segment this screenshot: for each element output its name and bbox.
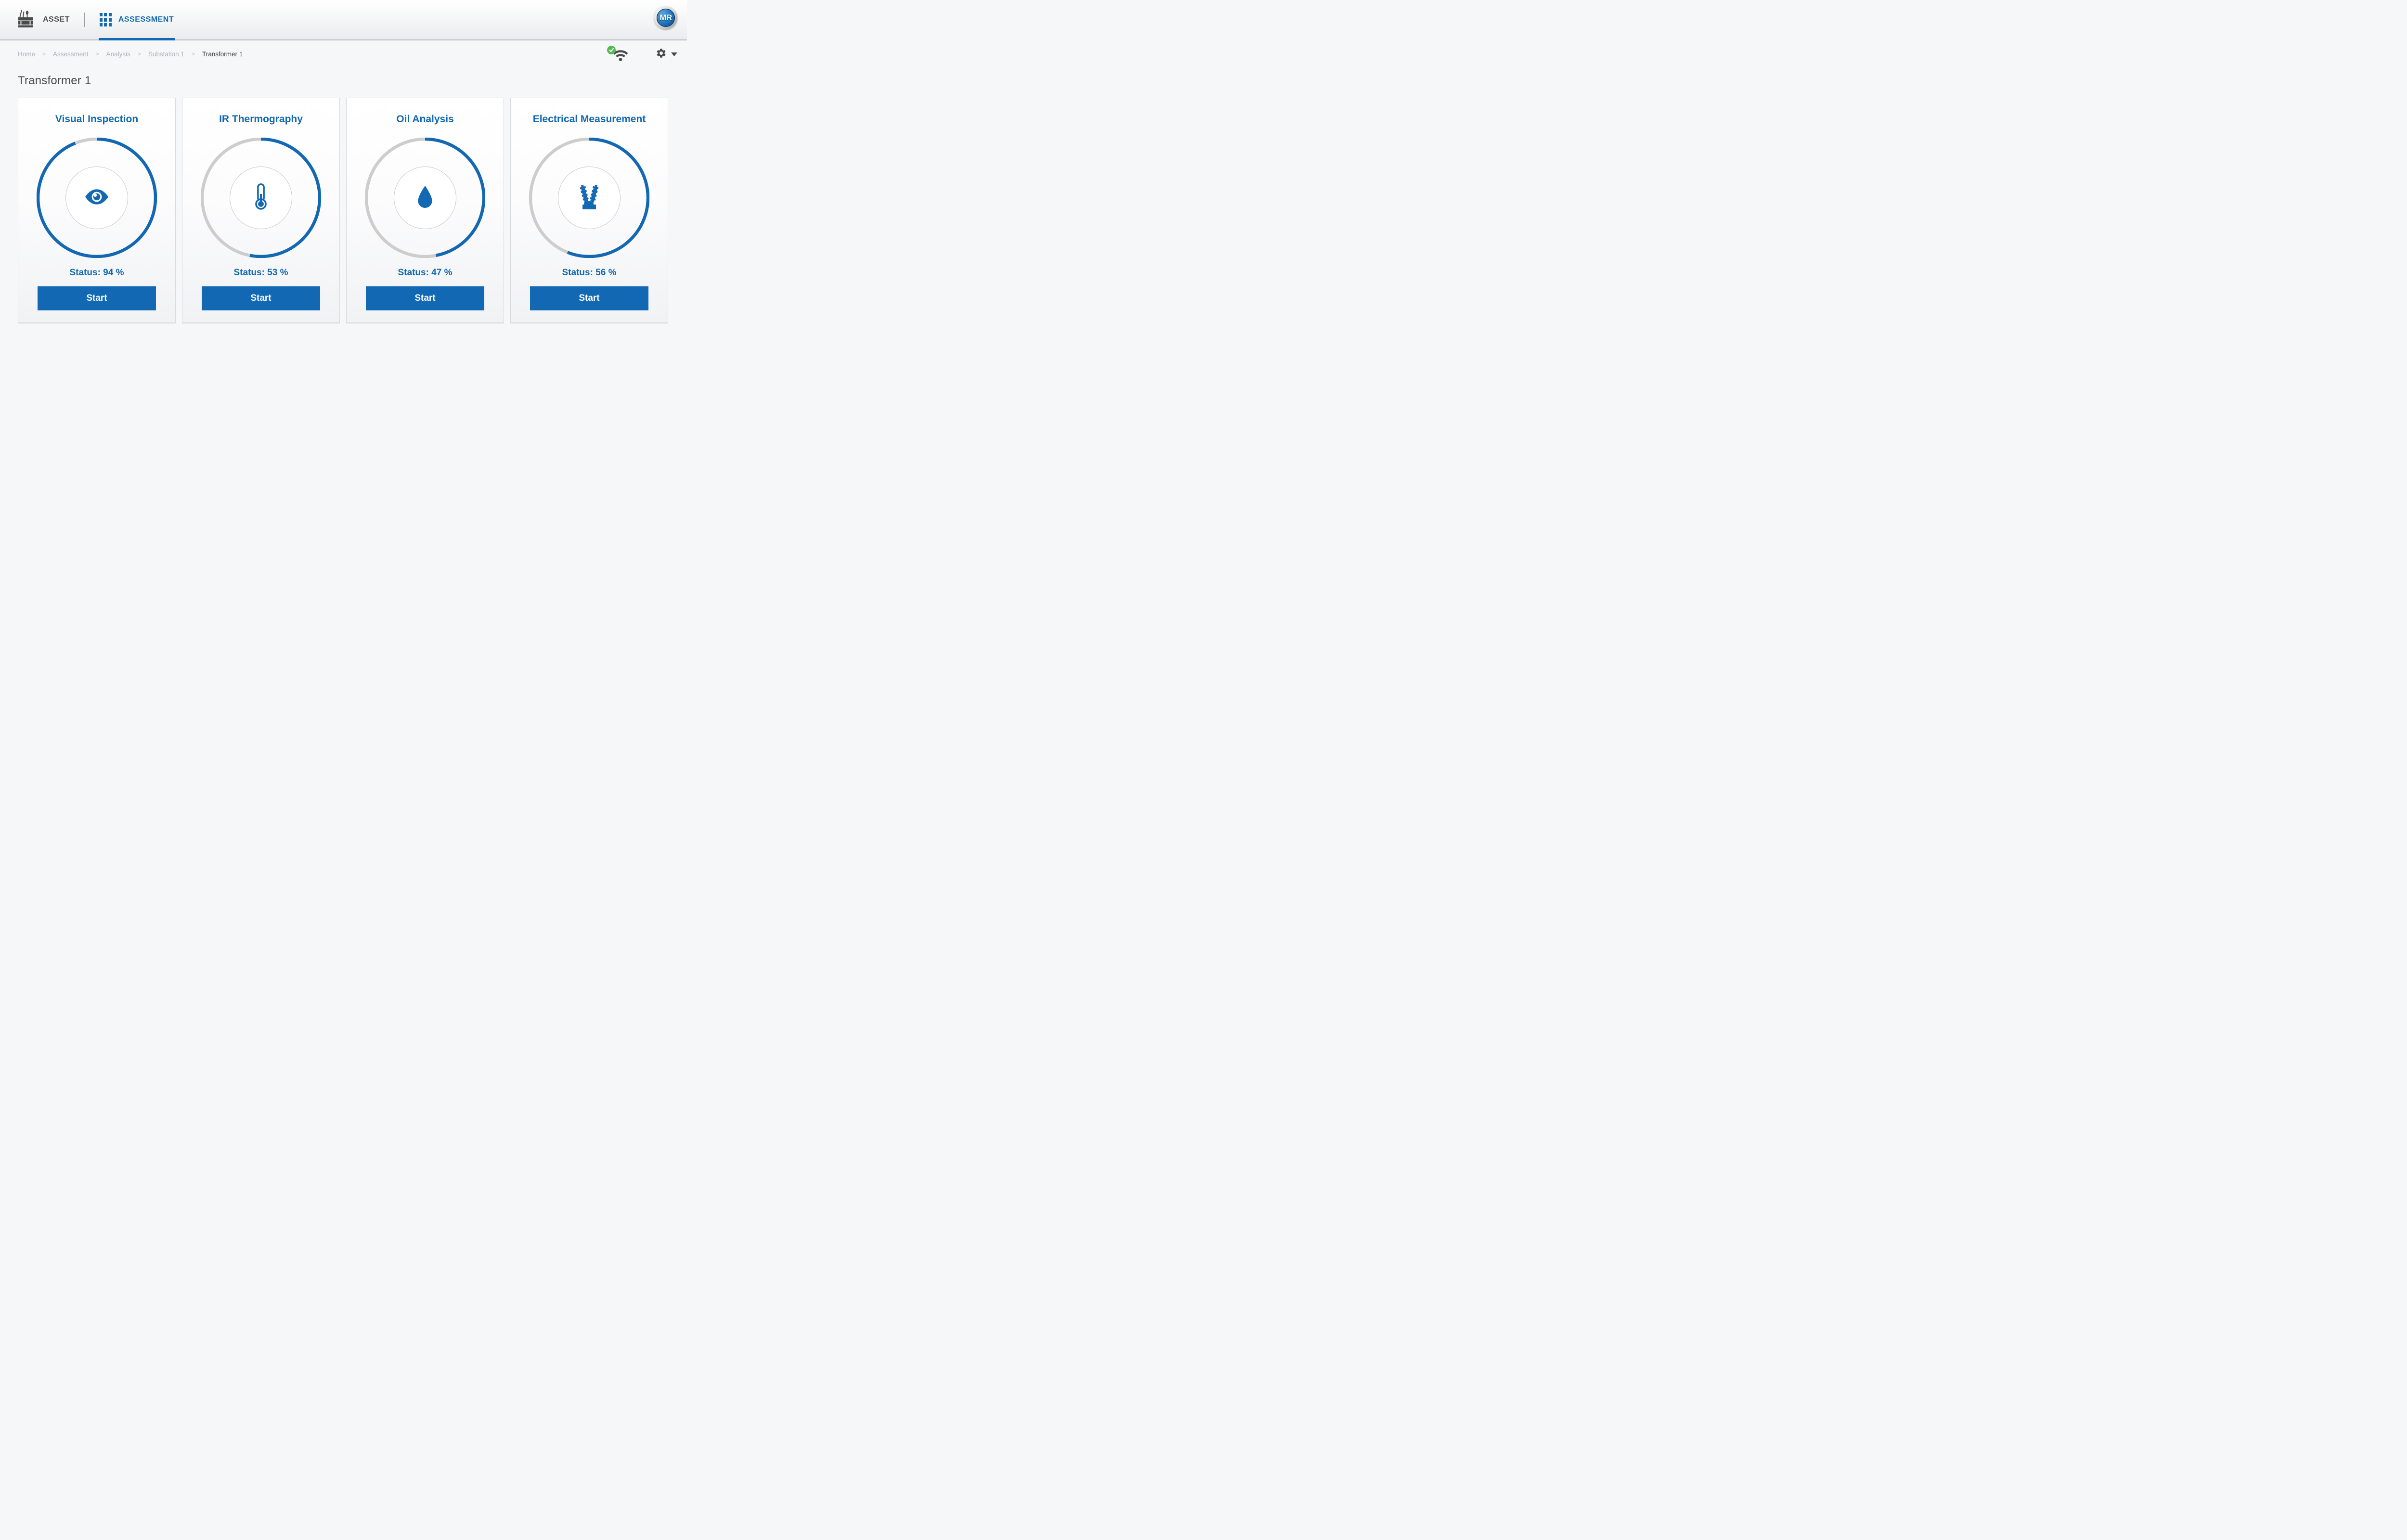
tab-assessment-label: ASSESSMENT — [118, 15, 174, 24]
tab-asset[interactable]: ASSET — [18, 0, 70, 39]
card-electrical-measurement: Electrical Measurement — [510, 98, 668, 323]
mr-logo: MR — [654, 6, 677, 29]
assessment-cards: Visual Inspection Status: 94 % Start — [18, 98, 668, 323]
connection-ok-check-icon — [607, 46, 616, 54]
start-button[interactable]: Start — [366, 286, 484, 310]
card-title: IR Thermography — [219, 114, 303, 125]
main-nav-tabs: ASSET ASSESSMENT — [0, 0, 175, 40]
droplet-icon — [416, 185, 434, 211]
progress-ring — [529, 138, 649, 258]
bushing-icon — [576, 184, 603, 212]
breadcrumb-transformer-1: Transformer 1 — [202, 50, 243, 58]
mr-logo-badge: MR — [657, 9, 675, 27]
card-title: Oil Analysis — [396, 114, 454, 125]
grid-icon — [99, 13, 112, 27]
ring-center — [394, 167, 456, 229]
gear-icon — [656, 48, 667, 61]
mr-logo-text: MR — [660, 13, 672, 22]
breadcrumb-substation-1[interactable]: Substation 1 — [148, 50, 184, 58]
start-button[interactable]: Start — [202, 286, 320, 310]
breadcrumb-assessment[interactable]: Assessment — [53, 50, 89, 58]
tab-divider — [84, 13, 85, 27]
wifi-icon — [607, 46, 630, 62]
page-title: Transformer 1 — [18, 74, 91, 87]
ring-center — [230, 167, 292, 229]
breadcrumb-separator: > — [137, 51, 141, 57]
eye-icon — [85, 189, 109, 207]
card-title: Electrical Measurement — [532, 114, 646, 125]
tab-assessment[interactable]: ASSESSMENT — [98, 0, 175, 40]
card-title: Visual Inspection — [55, 114, 139, 125]
progress-ring — [365, 138, 485, 258]
transformer-icon — [18, 10, 36, 30]
ring-center — [558, 167, 621, 229]
breadcrumb-home[interactable]: Home — [18, 50, 36, 58]
start-button[interactable]: Start — [530, 286, 648, 310]
app-header: ASSET ASSESSMENT MR — [0, 0, 687, 40]
card-ir-thermography: IR Thermography Status: 53 % Start — [182, 98, 340, 323]
breadcrumb-separator: > — [42, 51, 46, 57]
progress-ring — [201, 138, 321, 258]
card-visual-inspection: Visual Inspection Status: 94 % Start — [18, 98, 176, 323]
ring-center — [65, 167, 128, 229]
card-oil-analysis: Oil Analysis Status: 47 % Start — [346, 98, 504, 323]
settings-menu-button[interactable] — [656, 48, 677, 61]
tab-asset-label: ASSET — [43, 15, 70, 24]
status-text: Status: 94 % — [69, 268, 124, 278]
breadcrumb-separator: > — [95, 51, 99, 57]
status-text: Status: 56 % — [562, 268, 617, 278]
status-text: Status: 47 % — [398, 268, 453, 278]
start-button[interactable]: Start — [38, 286, 156, 310]
breadcrumb-bar: Home > Assessment > Analysis > Substatio… — [0, 40, 687, 63]
status-icons — [607, 46, 677, 62]
thermometer-icon — [254, 183, 268, 213]
breadcrumb: Home > Assessment > Analysis > Substatio… — [18, 51, 243, 58]
chevron-down-icon — [671, 50, 677, 59]
breadcrumb-analysis[interactable]: Analysis — [106, 50, 130, 58]
status-text: Status: 53 % — [233, 268, 288, 278]
breadcrumb-separator: > — [191, 51, 195, 57]
progress-ring — [37, 138, 157, 258]
